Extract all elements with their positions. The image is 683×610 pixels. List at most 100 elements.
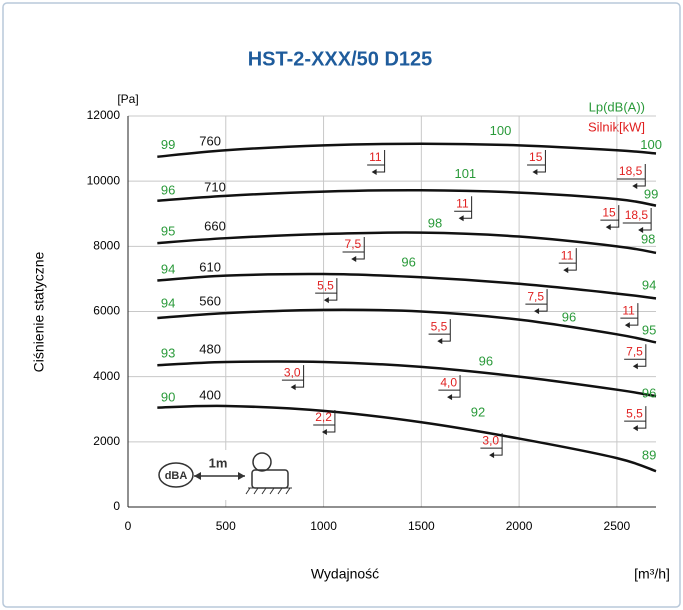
kw-pointer bbox=[454, 196, 473, 219]
speed-label: 560 bbox=[199, 293, 221, 308]
kw-pointer bbox=[600, 205, 620, 228]
kw-pointer bbox=[620, 303, 639, 326]
db-label: 96 bbox=[479, 353, 493, 368]
y-tick-label: 6000 bbox=[93, 304, 120, 318]
kw-label: 2,2 bbox=[315, 410, 332, 424]
db-label: 95 bbox=[161, 223, 175, 238]
db-label: 99 bbox=[161, 137, 175, 152]
kw-arrow bbox=[290, 384, 296, 391]
kw-label: 11 bbox=[561, 248, 574, 262]
db-label: 96 bbox=[161, 183, 175, 198]
kw-arrow bbox=[638, 227, 644, 234]
curve bbox=[157, 308, 657, 344]
kw-label: 3,0 bbox=[482, 433, 499, 447]
kw-label: 3,0 bbox=[284, 365, 301, 379]
db-label: 101 bbox=[454, 166, 476, 181]
db-label: 92 bbox=[471, 405, 485, 420]
kw-pointer bbox=[342, 237, 365, 260]
kw-pointer bbox=[428, 319, 451, 342]
db-label: 98 bbox=[428, 216, 442, 231]
y-tick-label: 4000 bbox=[93, 369, 120, 383]
speed-label: 710 bbox=[204, 179, 226, 194]
curve bbox=[157, 142, 657, 158]
kw-pointer bbox=[438, 375, 461, 398]
badge-text: dBA bbox=[165, 470, 188, 482]
x-tick-label: 1500 bbox=[408, 519, 435, 533]
kw-label: 7,5 bbox=[527, 289, 544, 303]
db-label: 96 bbox=[562, 309, 576, 324]
kw-pointer bbox=[616, 164, 646, 187]
x-axis-label: Wydajność bbox=[311, 566, 379, 582]
kw-arrow bbox=[351, 256, 357, 263]
kw-pointer bbox=[480, 433, 503, 456]
kw-label: 15 bbox=[602, 205, 616, 219]
kw-label: 11 bbox=[369, 150, 382, 164]
y-axis-label: Ciśnienie statyczne bbox=[31, 251, 47, 372]
x-tick-label: 500 bbox=[216, 519, 236, 533]
kw-label: 18,5 bbox=[625, 208, 649, 222]
x-tick-label: 2000 bbox=[506, 519, 533, 533]
inset-icon: dBA 1m bbox=[150, 450, 295, 500]
badge bbox=[158, 462, 194, 488]
speed-label: 610 bbox=[199, 260, 221, 275]
kw-label: 5,5 bbox=[626, 406, 643, 420]
x-tick-label: 1000 bbox=[310, 519, 337, 533]
db-label: 90 bbox=[161, 390, 175, 405]
chart-title: HST-2-XXX/50 D125 bbox=[248, 48, 433, 70]
speed-label: 480 bbox=[199, 341, 221, 356]
x-tick-label: 2500 bbox=[604, 519, 631, 533]
curve bbox=[157, 404, 657, 473]
kw-label: 5,5 bbox=[431, 319, 448, 333]
curve bbox=[157, 360, 657, 398]
x-unit: [m³/h] bbox=[634, 566, 670, 582]
kw-arrow bbox=[632, 183, 638, 190]
curve bbox=[157, 272, 657, 300]
db-label: 93 bbox=[161, 346, 175, 361]
y-tick-label: 12000 bbox=[87, 108, 121, 122]
curve bbox=[157, 231, 657, 255]
kw-pointer bbox=[624, 406, 647, 429]
kw-arrow bbox=[323, 297, 329, 304]
legend-db: Lp(dB(A)) bbox=[589, 99, 645, 114]
kw-label: 7,5 bbox=[626, 344, 643, 358]
kw-pointer bbox=[624, 344, 647, 367]
db-label: 94 bbox=[642, 278, 656, 293]
kw-pointer bbox=[367, 150, 386, 173]
kw-arrow bbox=[489, 452, 495, 459]
speed-label: 400 bbox=[199, 388, 221, 403]
db-label: 96 bbox=[642, 385, 656, 400]
kw-label: 18,5 bbox=[619, 164, 643, 178]
db-label: 96 bbox=[401, 255, 415, 270]
kw-label: 15 bbox=[529, 150, 543, 164]
kw-label: 4,0 bbox=[440, 375, 457, 389]
kw-arrow bbox=[447, 394, 453, 401]
kw-pointer bbox=[315, 278, 338, 301]
db-label: 94 bbox=[161, 262, 175, 277]
fan-head bbox=[252, 452, 272, 472]
curve bbox=[157, 189, 657, 207]
kw-arrow bbox=[532, 169, 538, 176]
kw-label: 11 bbox=[456, 196, 469, 210]
kw-arrow bbox=[371, 169, 377, 176]
y-tick-label: 8000 bbox=[93, 239, 120, 253]
kw-pointer bbox=[622, 208, 652, 231]
kw-label: 11 bbox=[622, 303, 635, 317]
ground bbox=[245, 487, 292, 495]
kw-label: 5,5 bbox=[317, 278, 334, 292]
db-label: 89 bbox=[642, 448, 656, 463]
kw-pointer bbox=[281, 365, 305, 388]
kw-pointer bbox=[525, 289, 548, 312]
kw-arrow bbox=[632, 425, 638, 432]
y-tick-label: 0 bbox=[113, 499, 120, 513]
db-label: 100 bbox=[490, 123, 512, 138]
kw-arrow bbox=[563, 267, 569, 274]
speed-label: 760 bbox=[199, 134, 221, 149]
kw-label: 7,5 bbox=[345, 237, 362, 251]
kw-arrow bbox=[624, 322, 630, 329]
kw-arrow bbox=[534, 308, 540, 315]
kw-arrow bbox=[437, 338, 443, 345]
kw-arrow bbox=[605, 224, 611, 231]
x-tick-label: 0 bbox=[125, 519, 132, 533]
speed-label: 660 bbox=[204, 219, 226, 234]
